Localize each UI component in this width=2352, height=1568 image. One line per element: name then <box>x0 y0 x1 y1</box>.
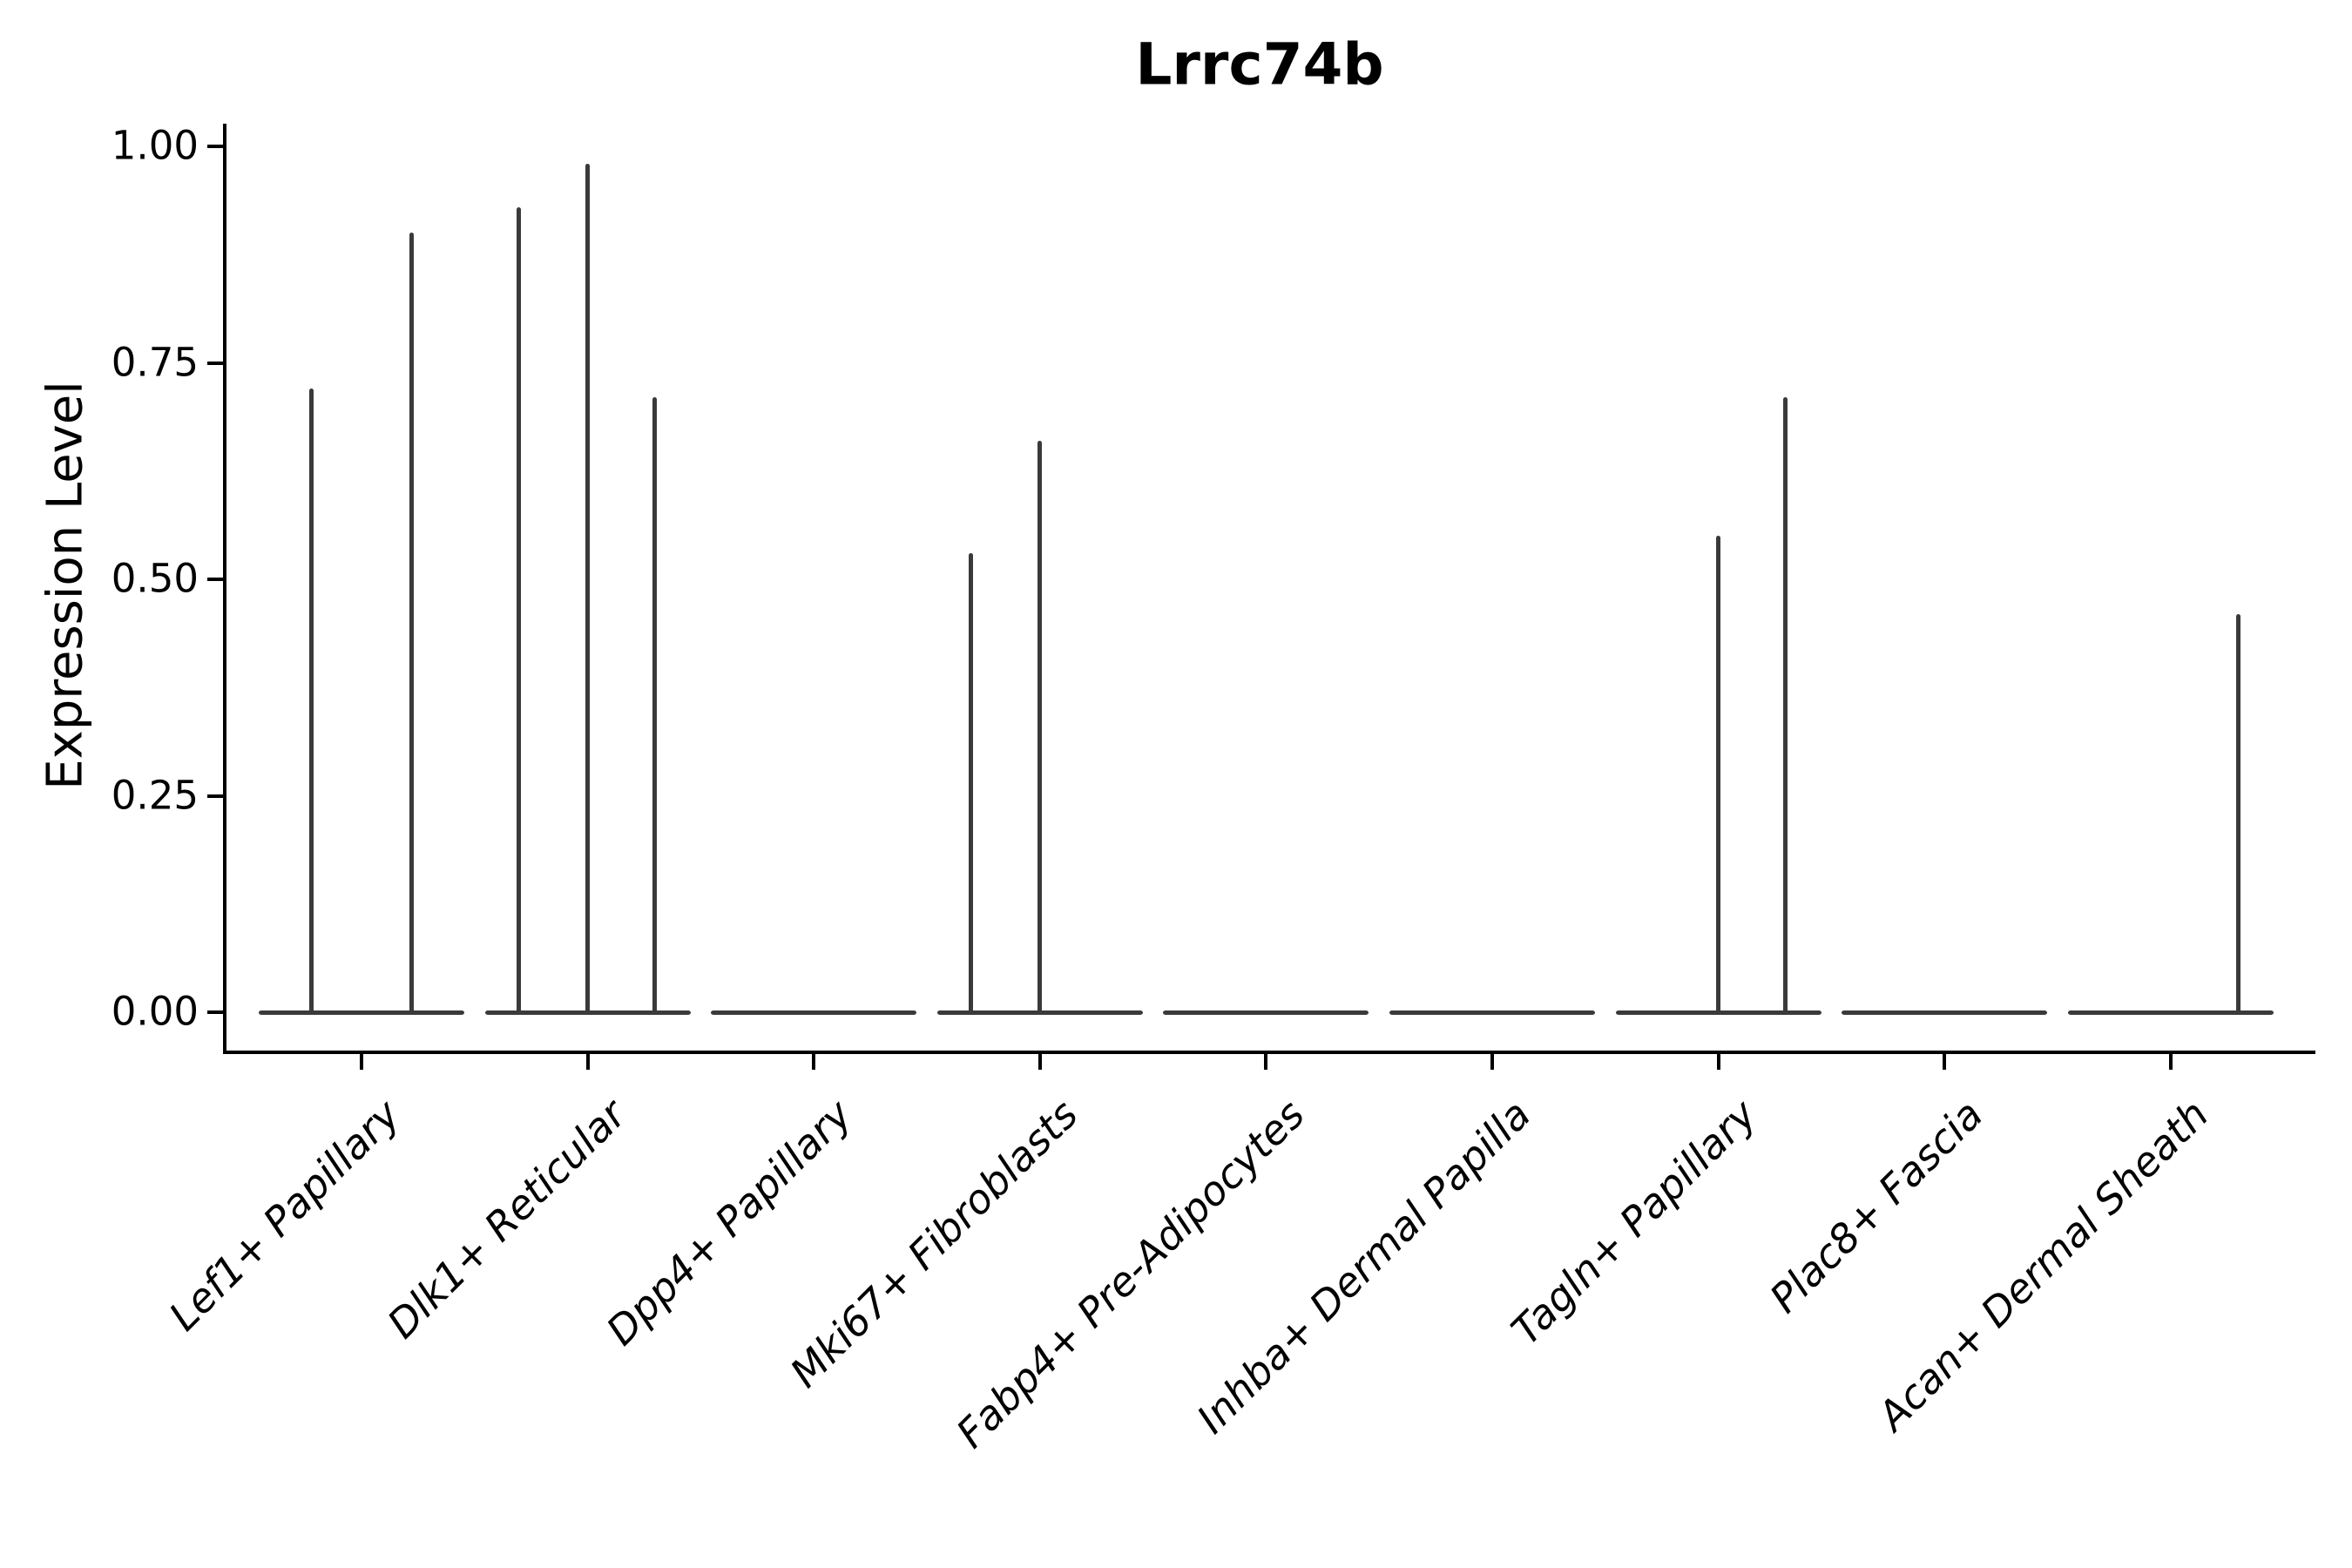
y-tick-mark <box>207 361 223 365</box>
violin-spike <box>1716 536 1721 1015</box>
y-tick-label: 0.25 <box>111 771 199 818</box>
y-tick-mark <box>207 794 223 798</box>
violin-spike <box>969 553 974 1015</box>
x-tick-mark <box>360 1054 363 1070</box>
violin-baseline <box>711 1010 917 1015</box>
y-tick-label: 0.00 <box>111 988 199 1035</box>
x-tick-label: Lef1+ Papillary <box>159 1091 409 1340</box>
x-tick-mark <box>2168 1054 2173 1070</box>
y-tick-mark <box>207 145 223 148</box>
violin-spike <box>409 233 414 1015</box>
violin-baseline <box>2067 1010 2274 1015</box>
violin-baseline <box>1389 1010 1595 1015</box>
violin-baseline <box>1842 1010 2048 1015</box>
x-tick-mark <box>1264 1054 1268 1070</box>
x-tick-label: Dpp4+ Papillary <box>597 1091 862 1355</box>
x-tick-mark <box>585 1054 590 1070</box>
x-tick-label: Dlk1+ Reticular <box>378 1091 635 1348</box>
violin-spike <box>1783 397 1788 1015</box>
x-axis-spine <box>223 1051 2315 1054</box>
violin-spike <box>585 163 591 1015</box>
violin-spike <box>2236 613 2241 1015</box>
x-tick-mark <box>812 1054 816 1070</box>
x-tick-mark <box>1943 1054 1947 1070</box>
page-title: Lrrc74b <box>1135 30 1384 98</box>
x-tick-label: Tagln+ Papillary <box>1502 1091 1766 1355</box>
violin-baseline <box>259 1010 464 1015</box>
violin-spike <box>517 206 522 1015</box>
y-tick-label: 1.00 <box>111 122 199 169</box>
violin-spike <box>1037 440 1043 1015</box>
x-tick-label: Plac8+ Fascia <box>1761 1091 1992 1322</box>
y-tick-label: 0.75 <box>111 338 199 385</box>
y-axis-spine <box>223 124 226 1054</box>
y-tick-label: 0.50 <box>111 555 199 602</box>
x-tick-mark <box>1490 1054 1494 1070</box>
x-tick-mark <box>1037 1054 1042 1070</box>
y-tick-mark <box>207 1010 223 1014</box>
violin-spike <box>652 397 658 1015</box>
y-tick-mark <box>207 578 223 581</box>
violin-spike <box>308 389 314 1015</box>
violin-baseline <box>1163 1010 1369 1015</box>
x-tick-mark <box>1716 1054 1720 1070</box>
